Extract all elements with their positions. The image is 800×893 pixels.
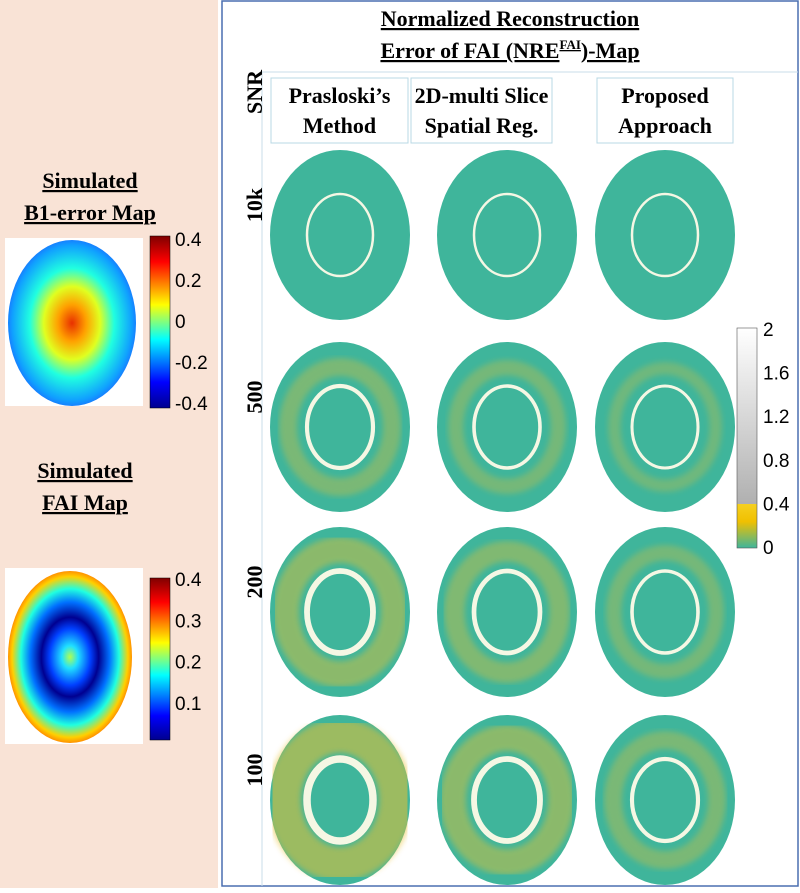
- b1-title: B1-error Map: [24, 200, 156, 225]
- b1-map: [8, 240, 136, 406]
- fai-colorbar: [149, 577, 171, 741]
- column-box: [270, 77, 409, 144]
- error-ring: [472, 192, 542, 278]
- title-part: Error of FAI (NRE: [380, 38, 559, 63]
- error-ring: [629, 756, 701, 844]
- b1-title: Simulated: [42, 168, 137, 193]
- colorbar-tick: 2: [763, 320, 774, 341]
- error-ring: [630, 192, 700, 278]
- colorbar-tick: 0.3: [175, 611, 201, 632]
- nre-map: [595, 150, 735, 320]
- noise-halo: [607, 361, 722, 493]
- noise-halo: [606, 545, 725, 680]
- error-ring: [472, 384, 542, 470]
- row-label: 500: [242, 381, 267, 414]
- colorbar-tick: 0.2: [175, 271, 201, 292]
- colorbar-tick: 0.2: [175, 653, 201, 674]
- colorbar-tick: 0.8: [763, 451, 789, 472]
- colorbar-tick: 0.4: [763, 494, 790, 515]
- fai-title: Simulated: [37, 458, 132, 483]
- error-ring: [304, 568, 376, 656]
- error-ring: [630, 569, 700, 655]
- colorbar-tick: 1.6: [763, 364, 789, 385]
- column-header: Method: [303, 113, 376, 138]
- error-ring: [304, 383, 376, 471]
- noise-halo: [279, 358, 401, 496]
- main-title: Error of FAI (NREFAI)-Map: [380, 37, 639, 63]
- row-label: 10k: [242, 187, 267, 222]
- error-ring: [471, 568, 543, 656]
- fai-title: FAI Map: [42, 490, 128, 515]
- fai-map: [8, 571, 132, 743]
- noise-halo: [443, 540, 571, 683]
- error-ring: [303, 755, 377, 845]
- b1-colorbar: [149, 235, 171, 409]
- colorbar-tick: 1.2: [763, 407, 789, 428]
- column-header: Prasloski’s: [289, 83, 391, 108]
- colorbar-tick: 0: [175, 312, 186, 333]
- error-ring: [305, 192, 375, 278]
- colorbar-tick: -0.2: [175, 353, 208, 374]
- row-label: 200: [242, 566, 267, 599]
- nre-colorbar: [736, 327, 758, 549]
- noise-halo: [440, 725, 574, 875]
- error-ring: [471, 756, 543, 844]
- colorbar-tick: 0.1: [175, 694, 201, 715]
- column-box: [410, 77, 553, 144]
- row-header: SNR: [242, 69, 267, 114]
- error-ring: [630, 384, 700, 470]
- nre-map: [270, 150, 410, 320]
- column-header: Proposed: [621, 83, 709, 108]
- noise-halo: [448, 360, 566, 494]
- colorbar-tick: 0: [763, 538, 774, 559]
- left-panel: [0, 0, 218, 888]
- main-title: Normalized Reconstruction: [381, 6, 639, 31]
- noise-halo: [604, 731, 726, 869]
- noise-halo: [267, 719, 413, 881]
- colorbar-tick: -0.4: [175, 394, 208, 415]
- nre-map: [437, 150, 577, 320]
- colorbar-tick: 0.4: [175, 570, 202, 591]
- title-part: )-Map: [581, 38, 640, 63]
- noise-halo: [273, 537, 407, 687]
- column-box: [596, 77, 734, 144]
- title-sup: FAI: [559, 37, 580, 52]
- column-header: Approach: [618, 113, 712, 138]
- row-label: 100: [242, 754, 267, 787]
- column-header: 2D-multi Slice: [415, 83, 549, 108]
- column-header: Spatial Reg.: [425, 113, 539, 138]
- colorbar-tick: 0.4: [175, 230, 202, 251]
